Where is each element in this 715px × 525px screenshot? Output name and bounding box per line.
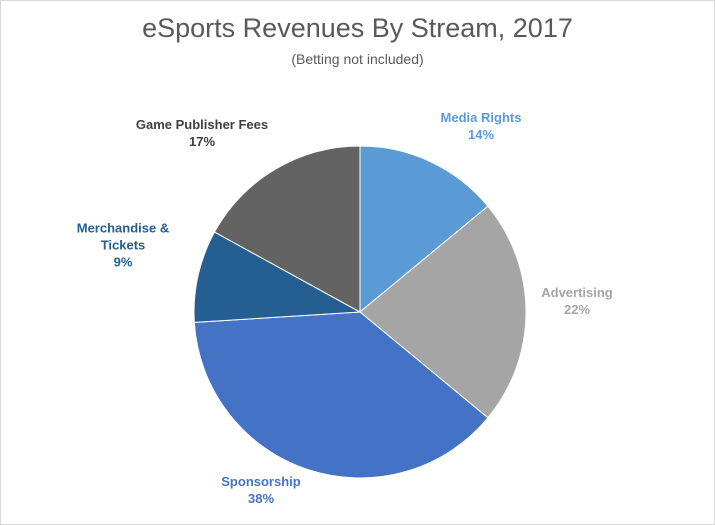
pie-slice [193, 231, 362, 323]
pie-slice [193, 311, 489, 479]
pie-slice [359, 145, 489, 314]
slice-percent-label: 38% [248, 491, 274, 506]
pie-slice [359, 205, 527, 419]
chart-title: eSports Revenues By Stream, 2017 [142, 13, 573, 43]
chart-subtitle: (Betting not included) [291, 51, 424, 67]
slice-category-label: Tickets [101, 237, 146, 252]
slice-category-label: Sponsorship [221, 474, 301, 489]
pie-slice [213, 145, 361, 313]
slice-percent-label: 17% [189, 134, 215, 149]
slice-percent-label: 14% [468, 127, 494, 142]
slice-percent-label: 9% [114, 254, 133, 269]
slice-category-label: Game Publisher Fees [136, 117, 268, 132]
slice-category-label: Media Rights [441, 110, 522, 125]
slice-category-label: Merchandise & [77, 220, 169, 235]
slice-category-label: Advertising [541, 285, 613, 300]
slice-percent-label: 22% [564, 302, 590, 317]
